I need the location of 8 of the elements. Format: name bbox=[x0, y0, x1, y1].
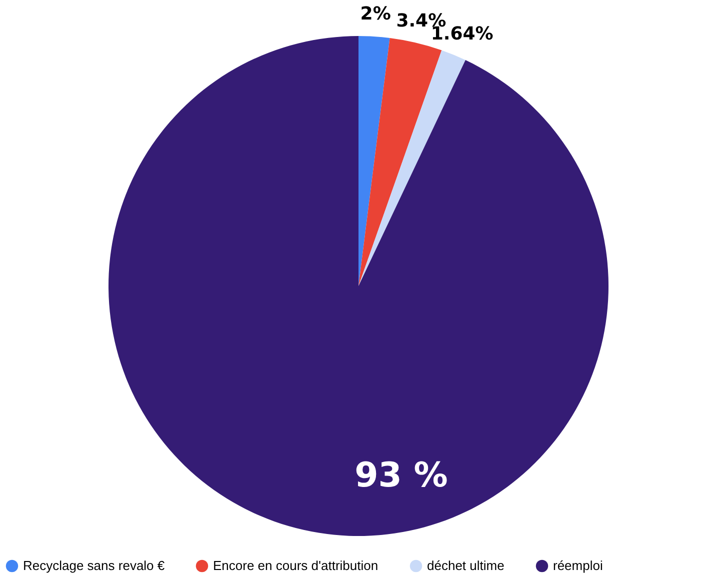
legend-label: Encore en cours d'attribution bbox=[213, 558, 378, 573]
pie-slice bbox=[358, 50, 466, 286]
legend-label: Recyclage sans revalo € bbox=[23, 558, 166, 573]
data-label: 2% bbox=[360, 4, 391, 25]
legend-label: déchet ultime bbox=[427, 558, 504, 573]
legend-label: réemploi bbox=[553, 558, 603, 573]
pie-slice bbox=[358, 36, 390, 286]
data-label: 93 % bbox=[354, 455, 448, 496]
